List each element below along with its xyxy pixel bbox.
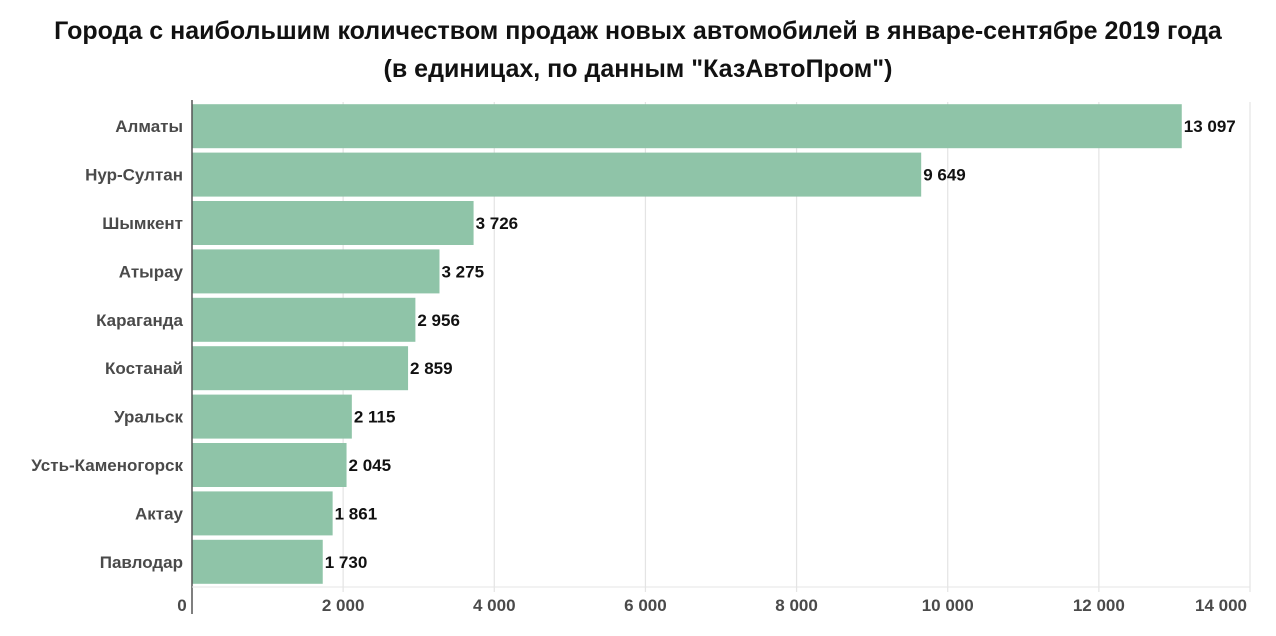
category-label: Павлодар [100, 553, 183, 572]
data-label: 2 045 [349, 456, 392, 475]
data-label: 2 859 [410, 359, 453, 378]
category-label: Актау [135, 504, 184, 523]
category-label: Нур-Султан [85, 166, 183, 185]
bar [192, 152, 922, 197]
x-tick-label: 6 000 [624, 596, 667, 615]
category-label: Шымкент [102, 214, 183, 233]
bar [192, 443, 347, 487]
category-label: Усть-Каменогорск [31, 456, 183, 475]
x-tick-label: 14 000 [1195, 596, 1247, 615]
data-label: 3 275 [441, 262, 484, 281]
x-tick-label: 2 000 [322, 596, 365, 615]
data-label: 1 861 [335, 504, 378, 523]
category-label: Атырау [119, 262, 184, 281]
data-label: 2 956 [417, 311, 460, 330]
x-tick-label: 10 000 [922, 596, 974, 615]
chart-title-main: Города с наибольшим количеством продаж н… [54, 17, 1222, 45]
data-label: 1 730 [325, 553, 368, 572]
labels: 0 2 000 4 000 6 000 8 000 10 000 12 000 14 000 А… [31, 117, 1247, 615]
bar [192, 394, 352, 439]
x-tick-label: 4 000 [473, 596, 516, 615]
bar [192, 346, 409, 391]
chart-title: Города с наибольшим количеством продаж н… [0, 12, 1276, 88]
x-tick-label: 12 000 [1073, 596, 1125, 615]
bar [192, 539, 323, 584]
bar [192, 249, 440, 294]
bar [192, 297, 416, 342]
bar [192, 201, 474, 245]
category-label: Костанай [105, 359, 183, 378]
category-label: Уральск [114, 408, 183, 427]
data-label: 2 115 [354, 408, 396, 427]
bars [192, 104, 1182, 584]
chart-subtitle: (в единицах, по данным "КазАвтоПром") [383, 55, 893, 83]
bar [192, 104, 1182, 149]
data-label: 9 649 [923, 166, 966, 185]
data-label: 13 097 [1184, 117, 1236, 136]
data-label: 3 726 [476, 214, 519, 233]
category-label: Караганда [96, 311, 183, 330]
bar [192, 491, 333, 536]
category-label: Алматы [115, 117, 183, 136]
axes [191, 100, 1250, 614]
x-tick-label: 0 [177, 596, 186, 615]
x-tick-label: 8 000 [775, 596, 818, 615]
